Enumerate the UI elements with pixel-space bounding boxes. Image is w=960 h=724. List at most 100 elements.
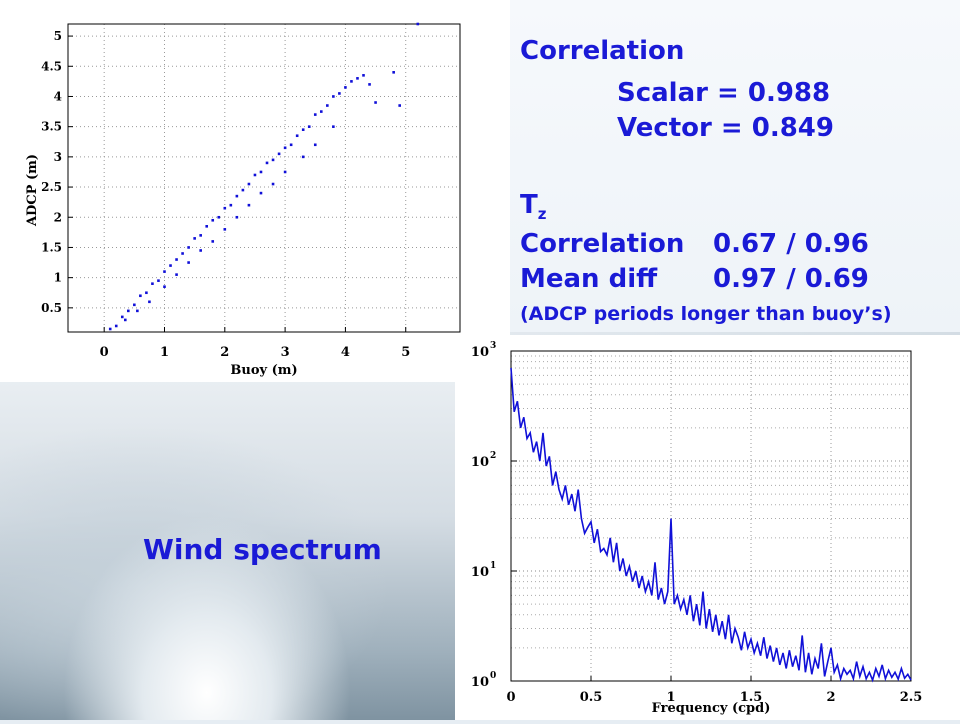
scatter-point (259, 170, 263, 174)
scatter-y-tick-label: 4.5 (41, 59, 62, 73)
scatter-point (374, 101, 377, 104)
tz-heading: Tz (520, 190, 546, 229)
spectrum-chart-area: 0 0.5 1 1.5 2 2.5 10 0 10 1 10 2 10 3 Frequency (cpd) (455, 335, 960, 720)
scatter-point (169, 264, 172, 267)
scatter-point (271, 182, 275, 186)
scatter-point (211, 218, 215, 222)
scatter-point (187, 246, 190, 249)
scatter-x-tick-label: 1 (160, 345, 169, 360)
scatter-point (127, 309, 130, 313)
tz-note: (ADCP periods longer than buoy’s) (520, 303, 892, 325)
scatter-chart: 0 1 2 3 4 5 0.5 1 1.5 2 2.5 3 3.5 4 4.5 5 Buoy (m) ADCP… (25, 22, 461, 378)
scatter-point (175, 273, 178, 276)
spectrum-plot-frame (510, 350, 912, 682)
scatter-point (108, 327, 112, 331)
tz-correlation-value: 0.67 / 0.96 (713, 229, 869, 259)
scatter-point (368, 83, 371, 86)
scatter-point (199, 249, 202, 252)
scatter-point (163, 270, 166, 273)
scatter-y-tick-label: 2.5 (41, 180, 62, 194)
tz-main: T (520, 190, 538, 220)
scatter-point (235, 215, 239, 219)
scatter-point (283, 170, 287, 174)
scatter-point (277, 152, 281, 156)
scatter-point (362, 74, 365, 77)
scatter-point (398, 104, 401, 107)
scatter-point (193, 237, 196, 240)
scatter-point (416, 22, 420, 26)
scatter-point (148, 300, 151, 304)
spectrum-x-tick-label: 2 (826, 690, 835, 705)
spectrum-y-tick-exponent: 0 (490, 671, 496, 681)
spectrum-y-tick-label: 10 (471, 565, 489, 580)
scatter-y-tick-label: 1 (54, 271, 62, 285)
scatter-x-tick-label: 2 (220, 345, 229, 360)
scatter-point (271, 158, 275, 162)
scatter-point (175, 258, 178, 261)
scatter-point (163, 285, 166, 289)
scatter-y-tick-label: 4 (54, 89, 62, 103)
spectrum-x-axis-label: Frequency (cpd) (652, 701, 771, 716)
scatter-point (181, 252, 184, 255)
scatter-point (350, 80, 353, 83)
spectrum-y-tick-exponent: 1 (490, 561, 496, 571)
scatter-chart-area: 0 1 2 3 4 5 0.5 1 1.5 2 2.5 3 3.5 4 4.5 5 Buoy (m) ADCP… (0, 0, 510, 382)
scatter-point (205, 225, 209, 228)
scatter-point (247, 203, 251, 207)
scatter-y-tick-label: 3 (54, 150, 62, 164)
tz-mean-diff-label: Mean diff (520, 264, 658, 294)
scatter-y-tick-label: 5 (54, 29, 62, 43)
scatter-point (253, 173, 257, 177)
spectrum-y-tick-label: 10 (471, 455, 489, 470)
scatter-point (133, 303, 136, 307)
scatter-point (145, 291, 148, 295)
scatter-x-tick-label: 5 (401, 345, 410, 360)
scatter-point (307, 125, 311, 128)
scatter-point (259, 191, 263, 195)
tz-correlation-label: Correlation (520, 229, 685, 259)
scatter-point (301, 155, 305, 159)
scatter-point (114, 324, 118, 328)
spectrum-x-tick-label: 1.5 (740, 690, 763, 705)
scatter-point (123, 318, 127, 322)
vector-correlation: Vector = 0.849 (617, 113, 834, 143)
scatter-point (157, 279, 160, 282)
spectrum-y-tick-exponent: 3 (490, 341, 496, 351)
scatter-point (332, 125, 335, 128)
scatter-point (241, 188, 245, 192)
scatter-point (229, 203, 233, 207)
spectrum-y-tick-exponent: 2 (490, 451, 496, 461)
scatter-point (319, 110, 323, 113)
spectrum-x-tick-label: 0.5 (580, 690, 603, 705)
scatter-point (139, 294, 142, 298)
scatter-point (301, 128, 305, 131)
scatter-plot-frame (67, 23, 461, 333)
ocean-wave-photo (0, 380, 460, 720)
tz-mean-diff-value: 0.97 / 0.69 (713, 264, 869, 294)
scatter-point (247, 182, 251, 186)
scatter-x-tick-label: 3 (281, 345, 290, 360)
scatter-point (283, 146, 287, 150)
scatter-point (313, 113, 317, 116)
scatter-point (392, 71, 395, 74)
scatter-x-axis-label: Buoy (m) (230, 363, 297, 378)
scatter-y-tick-label: 2 (54, 210, 62, 224)
scatter-point (344, 86, 347, 89)
scatter-y-axis-label: ADCP (m) (25, 154, 40, 227)
spectrum-x-tick-label: 1 (666, 690, 675, 705)
scatter-point (295, 134, 299, 138)
scatter-point (199, 234, 202, 237)
spectrum-series-line (510, 367, 912, 683)
scatter-point (217, 215, 221, 219)
scatter-point (338, 92, 341, 95)
scatter-point (223, 206, 227, 210)
correlation-title: Correlation (520, 36, 685, 66)
scatter-point (151, 282, 154, 285)
scatter-point (187, 261, 190, 264)
spectrum-y-tick-label: 10 (471, 675, 489, 690)
scatter-point (289, 143, 293, 147)
scatter-y-tick-label: 1.5 (41, 240, 62, 254)
scalar-correlation: Scalar = 0.988 (617, 78, 831, 108)
spectrum-y-tick-label: 10 (471, 345, 489, 360)
